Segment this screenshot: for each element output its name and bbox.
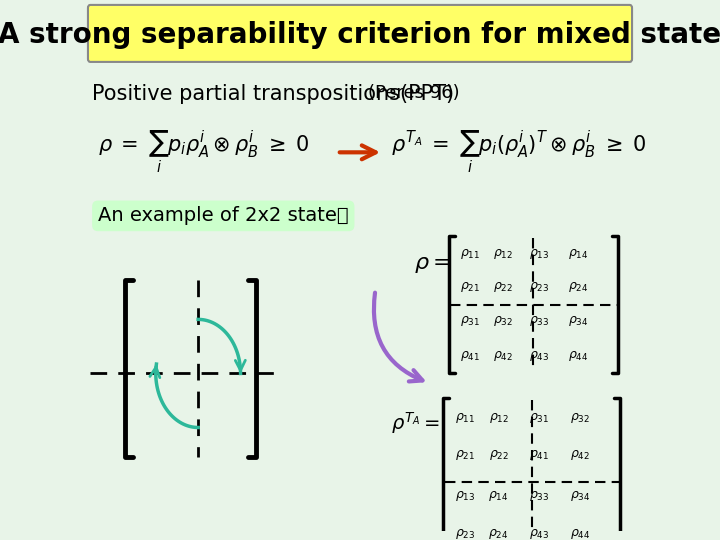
Text: $\rho_{34}$: $\rho_{34}$ bbox=[568, 314, 588, 328]
Text: $\rho_{32}$: $\rho_{32}$ bbox=[570, 411, 590, 424]
Text: $\rho_{11}$: $\rho_{11}$ bbox=[455, 411, 475, 424]
Text: $\rho_{33}$: $\rho_{33}$ bbox=[529, 489, 550, 503]
Text: $\rho_{24}$: $\rho_{24}$ bbox=[488, 526, 509, 540]
Text: A strong separability criterion for mixed state: A strong separability criterion for mixe… bbox=[0, 22, 720, 49]
Text: $\rho_{31}$: $\rho_{31}$ bbox=[460, 314, 480, 328]
Text: $\rho_{43}$: $\rho_{43}$ bbox=[529, 526, 550, 540]
Text: $\rho_{33}$: $\rho_{33}$ bbox=[529, 314, 550, 328]
Text: $\rho_{12}$: $\rho_{12}$ bbox=[489, 411, 509, 424]
Text: $\rho_{14}$: $\rho_{14}$ bbox=[488, 489, 509, 503]
Text: An example of 2x2 state：: An example of 2x2 state： bbox=[98, 206, 348, 225]
Text: $\rho_{12}$: $\rho_{12}$ bbox=[492, 247, 513, 261]
Text: $\rho_{24}$: $\rho_{24}$ bbox=[568, 280, 588, 294]
Text: $\rho_{21}$: $\rho_{21}$ bbox=[455, 448, 475, 462]
Text: $\rho_{31}$: $\rho_{31}$ bbox=[529, 411, 549, 424]
Text: $\rho_{11}$: $\rho_{11}$ bbox=[460, 247, 480, 261]
FancyBboxPatch shape bbox=[88, 5, 632, 62]
Text: $\rho_{43}$: $\rho_{43}$ bbox=[529, 349, 550, 363]
Text: $\rho^{T_A} \;=\; \sum_i p_i(\rho_A^i)^T \otimes \rho_B^i \;\geq\; 0$: $\rho^{T_A} \;=\; \sum_i p_i(\rho_A^i)^T… bbox=[391, 129, 646, 176]
Text: $\rho_{13}$: $\rho_{13}$ bbox=[454, 489, 475, 503]
Text: $\rho_{41}$: $\rho_{41}$ bbox=[529, 448, 549, 462]
Text: Positive partial transpositions(PPT): Positive partial transpositions(PPT) bbox=[92, 84, 454, 104]
Text: $\rho_{14}$: $\rho_{14}$ bbox=[568, 247, 588, 261]
Text: $\rho_{42}$: $\rho_{42}$ bbox=[570, 448, 590, 462]
Text: $\rho_{42}$: $\rho_{42}$ bbox=[492, 349, 513, 363]
Text: $\rho_{22}$: $\rho_{22}$ bbox=[489, 448, 509, 462]
Text: $\rho_{23}$: $\rho_{23}$ bbox=[454, 526, 475, 540]
Text: $\rho =$: $\rho =$ bbox=[414, 255, 451, 275]
Text: $\rho_{13}$: $\rho_{13}$ bbox=[529, 247, 550, 261]
Text: $\rho_{22}$: $\rho_{22}$ bbox=[492, 280, 513, 294]
Text: $\rho^{T_A} =$: $\rho^{T_A} =$ bbox=[391, 410, 440, 436]
Text: (Peres 96): (Peres 96) bbox=[368, 84, 459, 102]
Text: $\rho_{23}$: $\rho_{23}$ bbox=[529, 280, 550, 294]
Text: $\rho \;=\; \sum_i p_i \rho_A^i \otimes \rho_B^i \;\geq\; 0$: $\rho \;=\; \sum_i p_i \rho_A^i \otimes … bbox=[98, 129, 309, 176]
Text: $\rho_{41}$: $\rho_{41}$ bbox=[460, 349, 480, 363]
Text: $\rho_{44}$: $\rho_{44}$ bbox=[570, 526, 590, 540]
Text: $\rho_{34}$: $\rho_{34}$ bbox=[570, 489, 590, 503]
Text: $\rho_{21}$: $\rho_{21}$ bbox=[460, 280, 480, 294]
Text: $\rho_{32}$: $\rho_{32}$ bbox=[492, 314, 513, 328]
Text: $\rho_{44}$: $\rho_{44}$ bbox=[568, 349, 588, 363]
